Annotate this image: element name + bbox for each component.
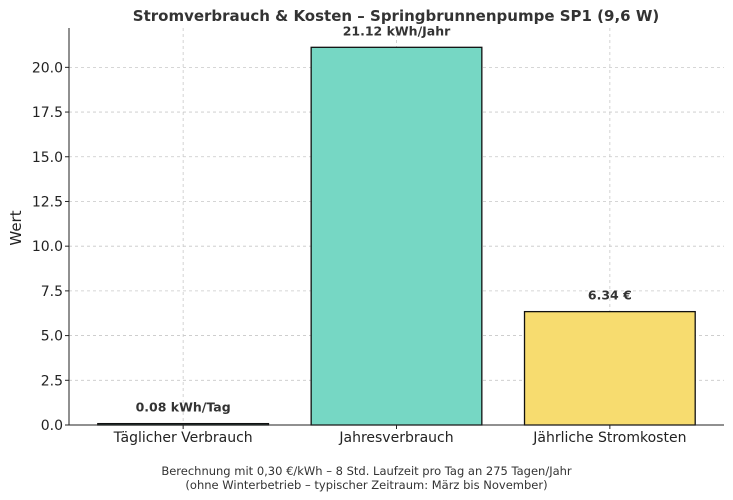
x-tick-label: Täglicher Verbrauch (113, 430, 253, 446)
y-tick-label: 17.5 (32, 105, 63, 121)
x-tick-label: Jährliche Stromkosten (532, 430, 686, 446)
y-ticks: 0.0 2.5 5.0 7.5 10.0 12.5 15.0 17.5 20.0 (32, 60, 69, 434)
footnote-line-2: (ohne Winterbetrieb – typischer Zeitraum… (185, 478, 548, 492)
footnote-line-1: Berechnung mit 0,30 €/kWh – 8 Std. Laufz… (161, 464, 572, 478)
x-tick-label: Jahresverbrauch (338, 430, 453, 446)
y-tick-label: 2.5 (41, 373, 63, 389)
bar (523, 310, 696, 426)
bar-chart: Stromverbrauch & Kosten – Springbrunnenp… (7, 7, 724, 446)
data-labels: 0.08 kWh/Tag 21.12 kWh/Jahr 6.34 € (136, 23, 632, 414)
y-tick-label: 12.5 (32, 194, 63, 210)
data-label: 21.12 kWh/Jahr (343, 23, 451, 38)
y-axis-label: Wert (7, 210, 25, 245)
data-label: 6.34 € (588, 288, 632, 303)
y-tick-label: 10.0 (32, 239, 63, 255)
bars (97, 46, 696, 426)
data-label: 0.08 kWh/Tag (136, 400, 231, 415)
chart-title: Stromverbrauch & Kosten – Springbrunnenp… (133, 7, 659, 25)
y-tick-label: 20.0 (32, 60, 63, 76)
bar (310, 46, 483, 426)
y-tick-label: 7.5 (41, 284, 63, 300)
y-tick-label: 5.0 (41, 329, 63, 345)
y-tick-label: 0.0 (41, 418, 63, 434)
x-ticks: Täglicher Verbrauch Jahresverbrauch Jährli… (113, 425, 686, 446)
y-tick-label: 15.0 (32, 150, 63, 166)
